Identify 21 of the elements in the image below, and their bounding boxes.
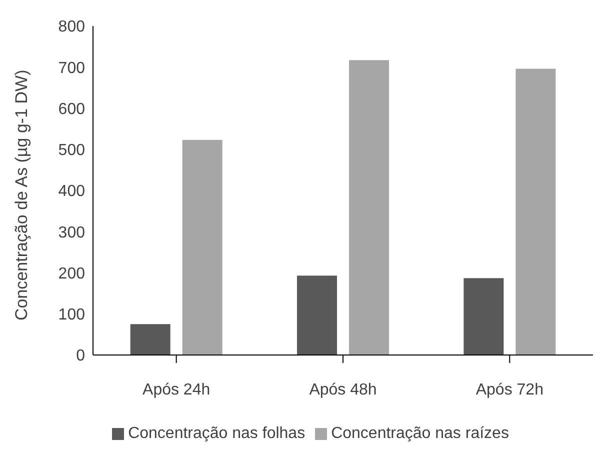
y-tick-label: 600 xyxy=(58,100,86,118)
bar xyxy=(464,278,504,355)
bar xyxy=(182,140,222,355)
y-axis-title: Concentração de As (µg g-1 DW) xyxy=(12,70,32,320)
y-tick-label: 200 xyxy=(58,265,86,282)
bar xyxy=(349,60,389,355)
y-tick-label: 800 xyxy=(58,18,86,36)
bar xyxy=(297,276,337,355)
y-tick-label: 700 xyxy=(58,60,86,77)
y-tick-label: 500 xyxy=(58,142,86,160)
legend-label: Concentração nas raízes xyxy=(331,425,509,442)
y-tick-label: 0 xyxy=(76,348,86,365)
x-tick-label: Após 72h xyxy=(476,381,544,398)
bar xyxy=(516,68,556,355)
x-tick-label: Após 48h xyxy=(309,381,377,398)
y-tick-label: 100 xyxy=(58,306,86,324)
y-tick-label: 300 xyxy=(58,224,86,242)
y-tick-label: 400 xyxy=(58,183,86,200)
bar xyxy=(130,324,170,355)
legend-label: Concentração nas folhas xyxy=(128,425,306,442)
x-tick-label: Após 24h xyxy=(142,381,210,398)
